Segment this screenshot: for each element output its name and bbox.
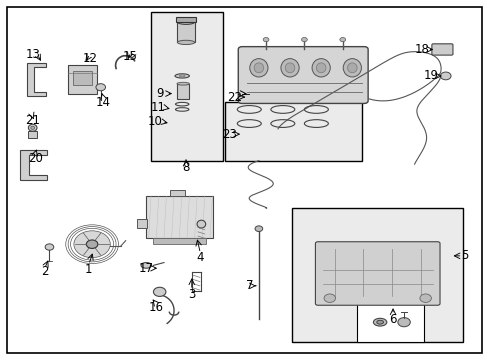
Circle shape: [301, 37, 306, 42]
Text: 1: 1: [85, 264, 92, 276]
Bar: [146, 196, 213, 238]
Text: 6: 6: [388, 313, 396, 326]
Bar: [176, 17, 195, 22]
Bar: [28, 131, 37, 138]
Text: 18: 18: [413, 43, 428, 56]
Bar: [153, 238, 206, 244]
Ellipse shape: [316, 63, 325, 73]
Ellipse shape: [141, 262, 151, 268]
Text: 16: 16: [148, 301, 163, 314]
Text: 3: 3: [188, 288, 195, 301]
Bar: [177, 22, 194, 42]
Circle shape: [419, 294, 430, 302]
Ellipse shape: [285, 63, 294, 73]
Text: 21: 21: [25, 113, 40, 126]
Text: 15: 15: [123, 50, 138, 63]
Text: 22: 22: [227, 91, 242, 104]
Text: 19: 19: [423, 69, 438, 82]
Ellipse shape: [177, 82, 189, 85]
Text: 14: 14: [96, 96, 110, 109]
Circle shape: [324, 294, 335, 302]
Circle shape: [45, 244, 54, 250]
FancyBboxPatch shape: [238, 47, 367, 103]
Circle shape: [263, 37, 268, 42]
Bar: [170, 189, 184, 196]
Text: 9: 9: [156, 87, 163, 100]
Bar: [68, 66, 97, 94]
Circle shape: [339, 37, 345, 42]
Text: 10: 10: [148, 115, 163, 128]
Bar: [73, 71, 92, 85]
Ellipse shape: [311, 59, 329, 77]
Ellipse shape: [175, 74, 189, 78]
FancyBboxPatch shape: [431, 44, 452, 55]
Ellipse shape: [31, 126, 35, 129]
Circle shape: [440, 72, 450, 80]
Circle shape: [86, 240, 98, 248]
Text: 5: 5: [460, 249, 468, 262]
Ellipse shape: [376, 320, 383, 324]
Text: 12: 12: [82, 52, 98, 65]
Bar: [177, 84, 189, 99]
Ellipse shape: [28, 124, 37, 131]
Polygon shape: [27, 63, 45, 96]
Text: 2: 2: [41, 265, 48, 278]
Ellipse shape: [343, 59, 361, 77]
Ellipse shape: [177, 19, 194, 24]
Ellipse shape: [177, 40, 194, 45]
Bar: [292, 208, 462, 342]
Text: 4: 4: [196, 251, 204, 264]
Text: 23: 23: [221, 128, 236, 141]
FancyBboxPatch shape: [315, 242, 439, 305]
Ellipse shape: [197, 220, 205, 228]
Bar: [137, 219, 147, 228]
Circle shape: [74, 231, 110, 258]
Polygon shape: [20, 150, 46, 180]
Ellipse shape: [249, 59, 267, 77]
Ellipse shape: [347, 63, 356, 73]
Circle shape: [255, 226, 262, 231]
Ellipse shape: [280, 59, 299, 77]
Circle shape: [397, 318, 409, 327]
Bar: [225, 102, 361, 161]
Circle shape: [96, 84, 105, 91]
Text: 20: 20: [28, 152, 42, 165]
Text: 7: 7: [245, 279, 252, 292]
Bar: [151, 13, 223, 161]
Text: 17: 17: [139, 262, 153, 275]
Text: 13: 13: [25, 48, 40, 61]
Ellipse shape: [373, 318, 386, 326]
Bar: [356, 302, 424, 342]
Text: 8: 8: [182, 161, 189, 174]
Text: 11: 11: [150, 101, 165, 114]
Circle shape: [153, 287, 165, 296]
Ellipse shape: [254, 63, 263, 73]
